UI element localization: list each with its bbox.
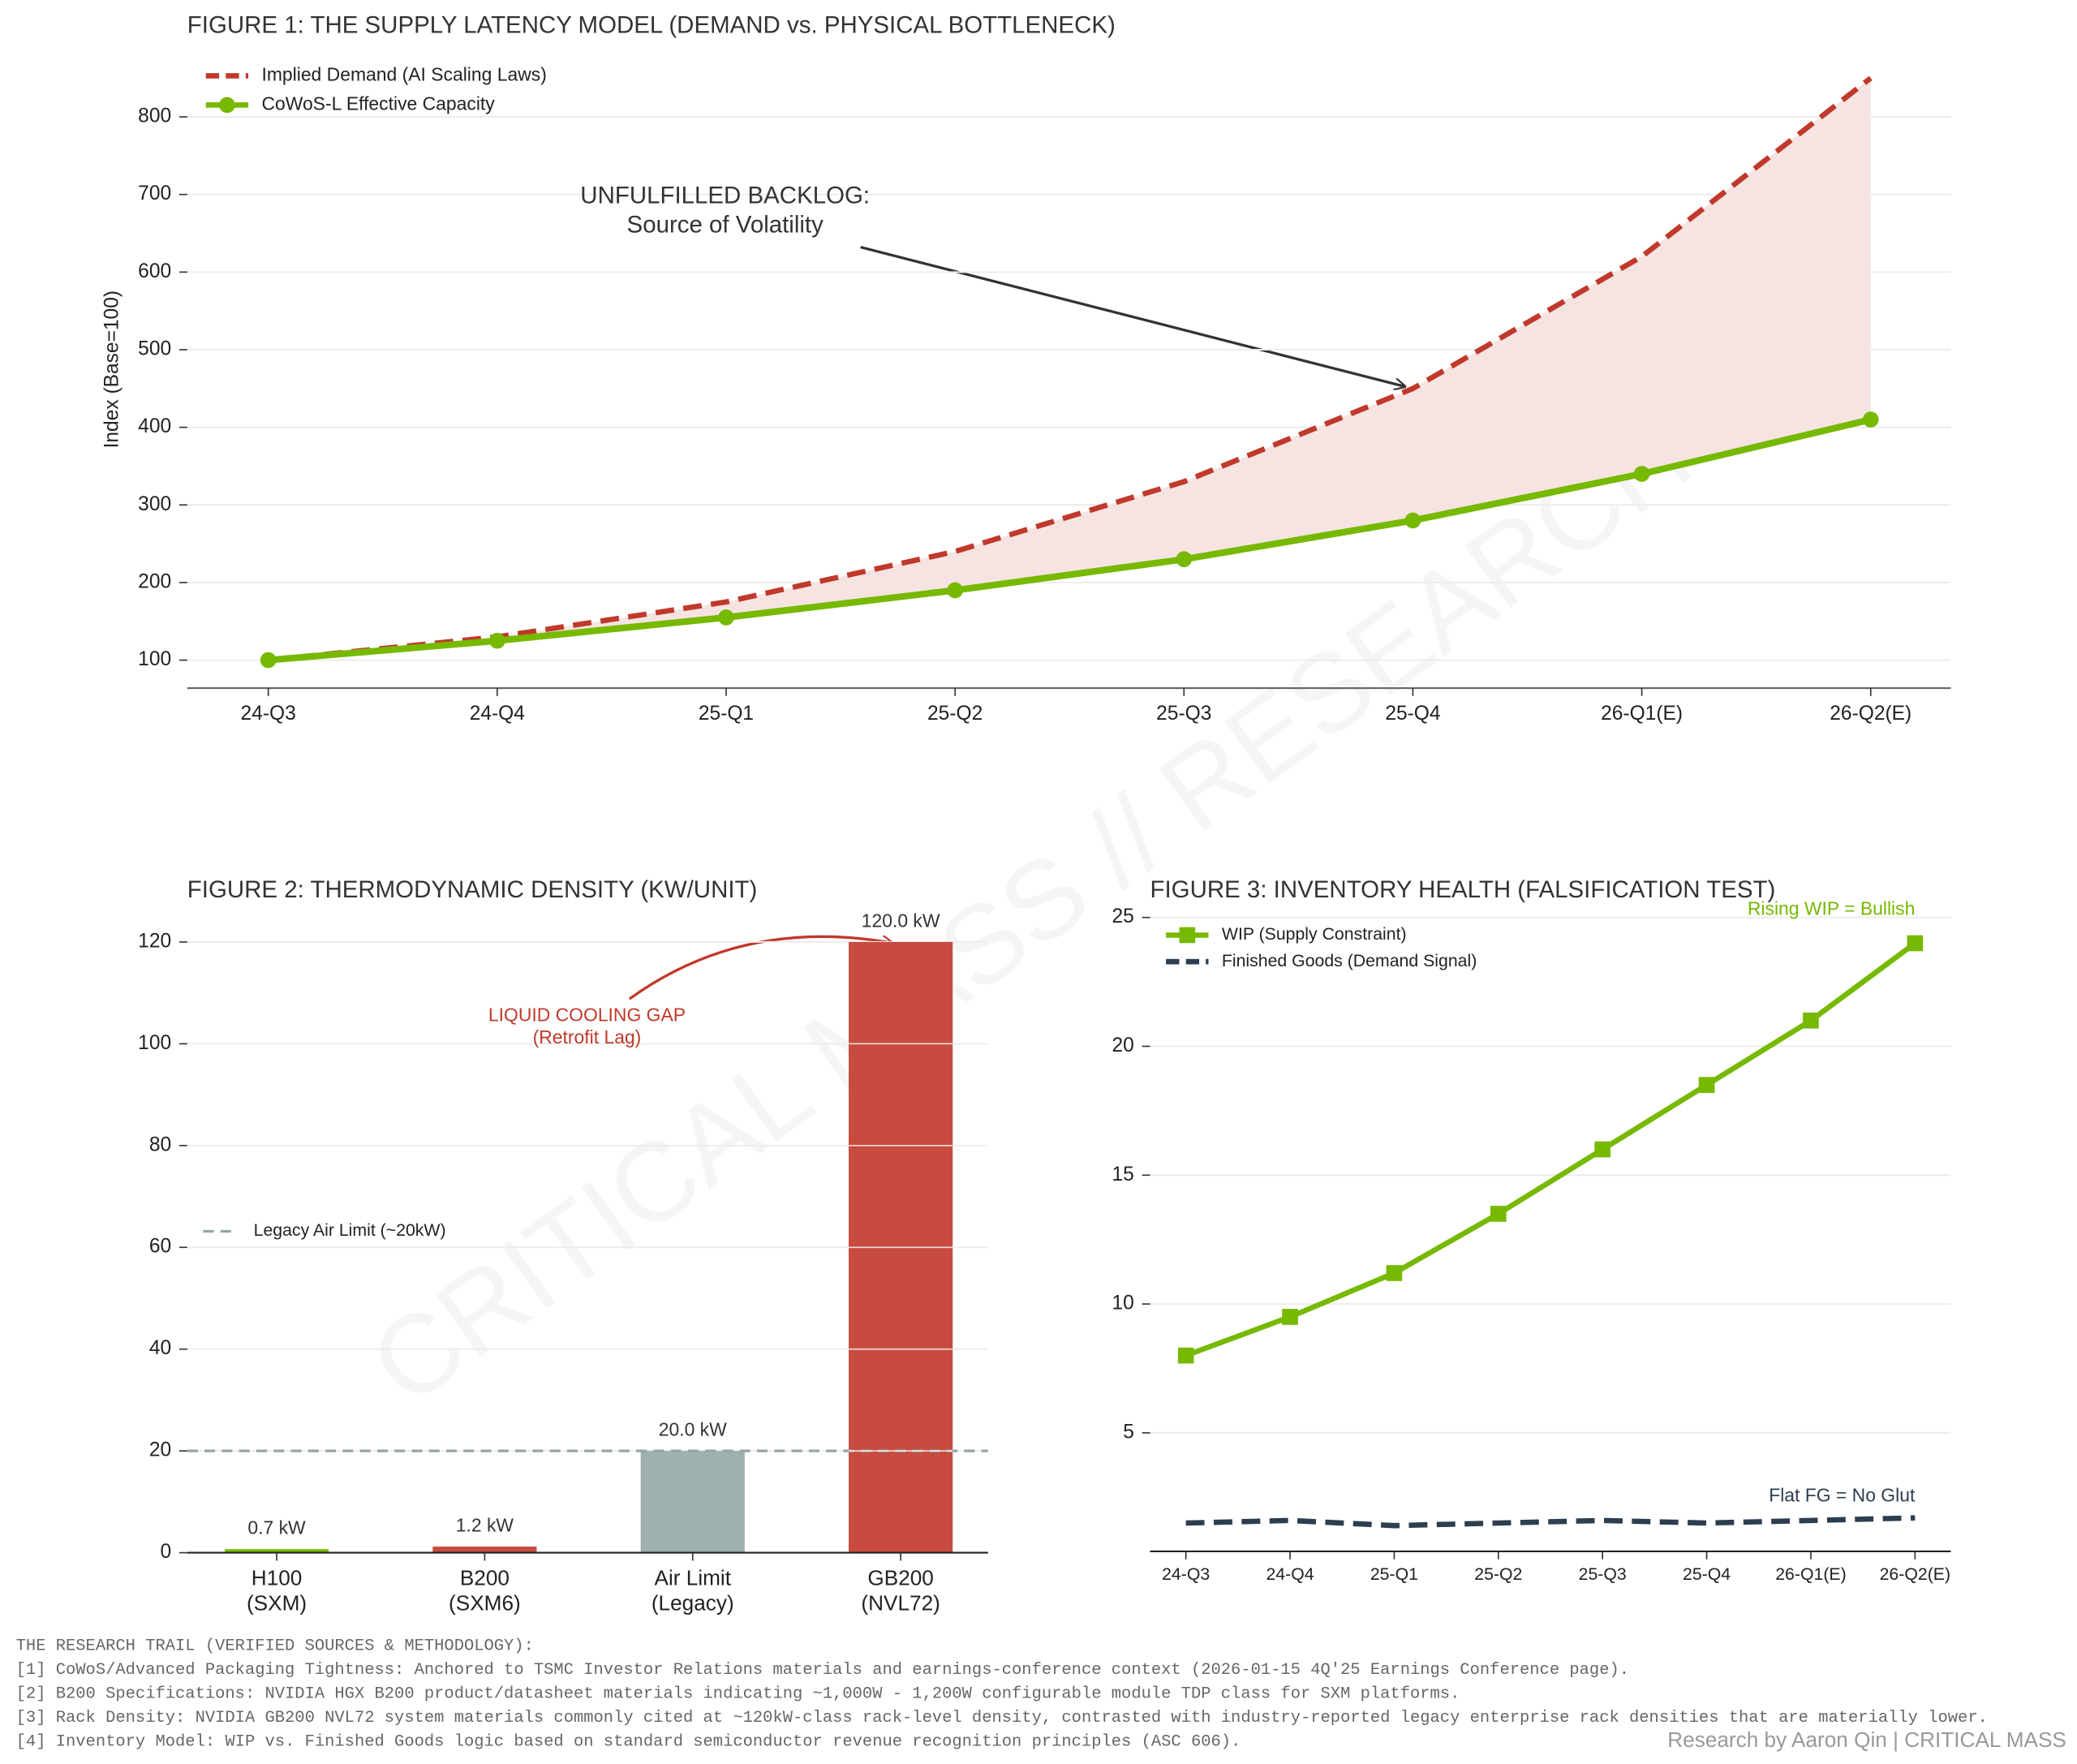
backlog-area [268, 78, 1871, 660]
y-tick-label: 0 [160, 1541, 171, 1563]
series-line [1185, 1515, 1916, 1529]
chart-title: FIGURE 3: INVENTORY HEALTH (FALSIFICATIO… [1150, 876, 1775, 903]
x-tick-label: 26-Q2(E) [1880, 1564, 1950, 1584]
y-tick-label: 700 [138, 183, 171, 204]
annotation: Rising WIP = Bullish [1748, 898, 1915, 919]
annotation: UNFULFILLED BACKLOG: Source of Volatility [580, 182, 870, 238]
x-tick-label: 24-Q3 [241, 703, 296, 725]
x-tick-label: 26-Q1(E) [1601, 703, 1683, 725]
source-line: [2] B200 Specifications: NVIDIA HGX B200… [16, 1685, 1460, 1704]
y-tick-label: 20 [1112, 1035, 1134, 1056]
point [1490, 1206, 1507, 1222]
y-tick-label: 200 [138, 570, 171, 592]
x-tick-label: 25-Q1 [1370, 1564, 1418, 1584]
x-tick-label: 25-Q4 [1385, 703, 1440, 725]
point [1176, 551, 1193, 568]
x-tick-label: 25-Q4 [1683, 1564, 1731, 1584]
series-line [268, 75, 1873, 663]
x-tick-label: 26-Q1(E) [1775, 1564, 1846, 1584]
y-tick-label: 40 [149, 1337, 171, 1359]
point [1386, 1265, 1403, 1281]
credit: Research by Aaron Qin | CRITICAL MASS [1667, 1727, 2066, 1752]
y-tick-label: 300 [138, 493, 171, 515]
point [489, 632, 505, 649]
x-tick-label: 25-Q3 [1579, 1564, 1627, 1584]
source-line: [4] Inventory Model: WIP vs. Finished Go… [16, 1732, 1241, 1751]
x-tick-label: 24-Q4 [1266, 1564, 1314, 1584]
chart-title: FIGURE 2: THERMODYNAMIC DENSITY (KW/UNIT… [187, 876, 758, 903]
y-tick-label: 100 [138, 648, 171, 670]
y-tick-label: 100 [138, 1032, 171, 1054]
annotation: Flat FG = No Glut [1769, 1485, 1916, 1506]
x-tick-label: 24-Q4 [470, 703, 525, 725]
bar [640, 1451, 745, 1553]
point [947, 582, 963, 599]
x-tick-label: 24-Q3 [1162, 1564, 1210, 1584]
annotation-arrow [628, 936, 892, 1000]
legend-marker [1179, 927, 1196, 944]
point [1594, 1141, 1611, 1158]
value-label: 0.7 kW [247, 1517, 306, 1538]
source-line: [1] CoWoS/Advanced Packaging Tightness: … [16, 1661, 1629, 1680]
point [1404, 512, 1421, 529]
point [718, 609, 734, 626]
value-label: 1.2 kW [456, 1515, 514, 1536]
source-line: [3] Rack Density: NVIDIA GB200 NVL72 sys… [16, 1709, 1988, 1727]
point [1698, 1077, 1715, 1093]
y-tick-label: 5 [1123, 1421, 1134, 1443]
point [1282, 1309, 1298, 1325]
y-tick-label: 80 [149, 1134, 171, 1155]
y-tick-label: 25 [1112, 906, 1134, 927]
y-tick-label: 20 [149, 1439, 171, 1461]
x-tick-label: B200 (SXM6) [449, 1565, 521, 1615]
y-tick-label: 800 [138, 105, 171, 127]
point [1633, 466, 1650, 482]
legend-label: CoWoS-L Effective Capacity [261, 93, 495, 114]
y-tick-label: 400 [138, 415, 171, 437]
x-tick-label: 25-Q3 [1156, 703, 1211, 725]
chart-title: FIGURE 1: THE SUPPLY LATENCY MODEL (DEMA… [187, 12, 1116, 39]
sources-title: THE RESEARCH TRAIL (VERIFIED SOURCES & M… [16, 1637, 534, 1656]
point [1862, 411, 1879, 428]
legend-label: Finished Goods (Demand Signal) [1222, 951, 1477, 970]
value-label: 20.0 kW [659, 1419, 727, 1440]
y-tick-label: 15 [1112, 1164, 1134, 1185]
y-tick-label: 500 [138, 338, 171, 359]
y-tick-label: 10 [1112, 1293, 1134, 1314]
value-label: 120.0 kW [862, 910, 940, 931]
y-tick-label: 60 [149, 1236, 171, 1258]
legend-marker [219, 97, 235, 114]
series-line [1185, 940, 1917, 1358]
point [1907, 935, 1924, 952]
point [1803, 1012, 1819, 1029]
x-tick-label: 25-Q2 [927, 703, 983, 725]
annotation: LIQUID COOLING GAP (Retrofit Lag) [488, 1004, 686, 1048]
legend-label: Implied Demand (AI Scaling Laws) [261, 63, 546, 84]
x-tick-label: 25-Q2 [1474, 1564, 1522, 1584]
x-tick-label: 26-Q2(E) [1830, 703, 1911, 725]
legend-label: WIP (Supply Constraint) [1222, 924, 1407, 944]
series-line [268, 416, 1872, 664]
x-tick-label: Air Limit (Legacy) [651, 1565, 734, 1615]
point [260, 652, 277, 669]
y-axis-label: Index (Base=100) [101, 290, 123, 448]
y-tick-label: 600 [138, 260, 171, 282]
bar [432, 1547, 537, 1553]
point [1177, 1347, 1194, 1364]
x-tick-label: H100 (SXM) [247, 1565, 307, 1615]
bar [224, 1549, 329, 1553]
x-tick-label: 25-Q1 [699, 703, 754, 725]
legend-label: Legacy Air Limit (~20kW) [254, 1220, 446, 1240]
y-tick-label: 120 [138, 930, 171, 952]
annotation-arrow [860, 246, 1405, 387]
x-tick-label: GB200 (NVL72) [861, 1565, 940, 1615]
